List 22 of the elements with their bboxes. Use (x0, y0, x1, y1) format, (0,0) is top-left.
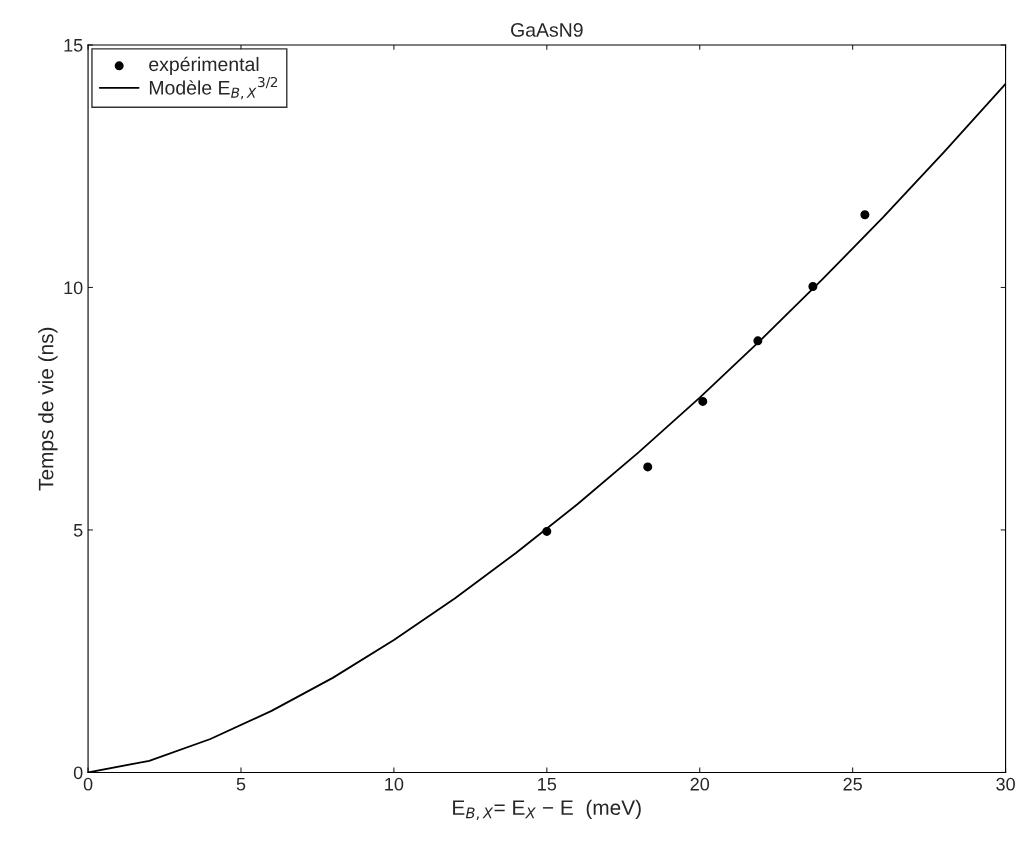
x-tick-label: 10 (385, 777, 404, 791)
point (643, 462, 653, 472)
x-tick-label: 20 (690, 777, 710, 791)
chart-title: GaAsN9 (511, 23, 583, 37)
point (753, 336, 763, 346)
point (542, 526, 552, 536)
point (860, 210, 870, 220)
y-axis-title: Temps de vie (ns) (38, 327, 58, 491)
x-tick-label: 15 (538, 777, 557, 791)
x-tick-label: 25 (843, 777, 862, 791)
y-tick-label: 15 (64, 39, 83, 52)
x-tick-label: 5 (236, 777, 246, 791)
x-tick-label: 30 (996, 777, 1015, 791)
legend-label: expérimental (149, 56, 259, 75)
y-tick-label: 10 (64, 281, 83, 295)
legend-label: Modèle E$_{B,X}$$^{3/2}$ (149, 76, 278, 100)
point (698, 396, 708, 406)
x-tick-label: 0 (83, 777, 93, 791)
x-axis-title: E$_{B,X}$= E$_{X}$ − E (meV) (453, 799, 641, 820)
y-tick-label: 5 (73, 524, 83, 537)
y-tick-label: 0 (73, 766, 83, 780)
point (808, 282, 818, 291)
